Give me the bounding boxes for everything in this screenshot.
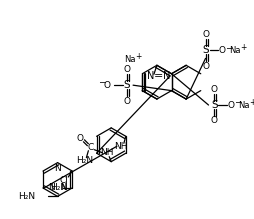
Text: −: − [224, 43, 231, 52]
Text: N: N [147, 71, 154, 81]
Text: O: O [77, 134, 84, 143]
Text: O: O [123, 65, 130, 74]
Text: S: S [210, 100, 217, 110]
Text: O: O [201, 62, 208, 71]
Text: +: + [248, 97, 254, 107]
Text: N: N [60, 184, 67, 193]
Text: Na: Na [237, 101, 249, 110]
Text: +: + [239, 43, 246, 52]
Text: O: O [201, 30, 208, 39]
Text: Cl: Cl [60, 177, 68, 185]
Text: =: = [154, 71, 163, 81]
Text: H₂N: H₂N [50, 184, 67, 193]
Text: Na: Na [229, 46, 240, 55]
Text: N: N [163, 71, 170, 81]
Text: O: O [210, 117, 217, 125]
Text: NH: NH [114, 142, 127, 151]
Text: Na: Na [124, 55, 135, 64]
Text: −: − [233, 97, 240, 107]
Text: N: N [48, 184, 54, 193]
Text: O: O [227, 101, 234, 110]
Text: NH: NH [100, 148, 114, 157]
Text: O: O [123, 97, 130, 106]
Text: O: O [210, 85, 217, 94]
Text: N: N [54, 164, 61, 173]
Text: O: O [103, 81, 110, 90]
Text: C: C [87, 143, 93, 152]
Text: H₂N: H₂N [75, 156, 93, 165]
Text: +: + [134, 52, 141, 61]
Text: S: S [201, 45, 208, 55]
Text: O: O [218, 46, 225, 55]
Text: S: S [123, 80, 130, 90]
Text: H₂N: H₂N [19, 192, 36, 201]
Text: −: − [97, 78, 105, 87]
